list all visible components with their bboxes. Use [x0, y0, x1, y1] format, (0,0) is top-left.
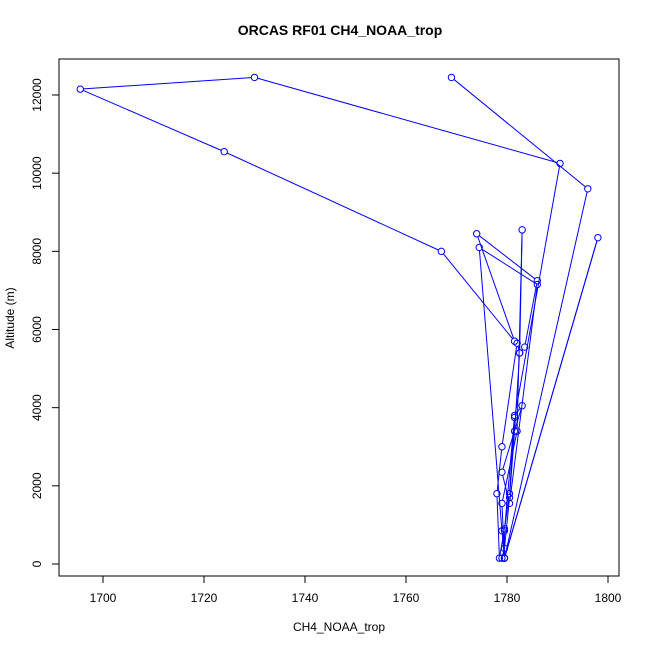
- y-tick-label: 0: [30, 560, 44, 567]
- data-point: [556, 159, 564, 168]
- data-point: [498, 527, 506, 535]
- data-point: [500, 527, 509, 535]
- series-segment: [501, 346, 518, 444]
- series-segment: [516, 407, 521, 414]
- series-segment: [453, 79, 586, 188]
- data-point: [510, 411, 519, 420]
- series-segment: [502, 434, 517, 501]
- series-segment: [509, 287, 538, 501]
- series-segment: [478, 235, 536, 280]
- data-point: [505, 493, 514, 502]
- y-tick-label: 8000: [30, 238, 44, 265]
- data-point: [518, 226, 526, 234]
- y-tick-label: 12000: [30, 78, 44, 112]
- x-tick-label: 1800: [595, 591, 622, 605]
- series-segment: [516, 233, 523, 428]
- series-segment: [83, 77, 252, 90]
- x-axis-label: CH4_NOAA_trop: [293, 620, 385, 634]
- data-point: [495, 554, 504, 562]
- series-segment: [496, 496, 500, 555]
- data-point: [447, 73, 456, 82]
- data-point: [594, 233, 602, 242]
- data-point: [533, 280, 541, 289]
- y-axis: 0 2000 4000 6000 8000 10000 12000: [30, 78, 60, 567]
- data-point: [500, 544, 509, 553]
- plot-area-border: [58, 58, 620, 577]
- y-axis-label: Altitude (m): [3, 287, 17, 348]
- data-point: [584, 185, 592, 193]
- data-point: [475, 243, 483, 252]
- y-tick-label: 2000: [30, 472, 44, 499]
- series-segment: [504, 191, 588, 556]
- series-segment: [514, 166, 560, 415]
- data-point: [513, 339, 521, 347]
- x-tick-label: 1740: [292, 591, 319, 605]
- series-segment: [524, 283, 538, 345]
- data-point: [250, 73, 259, 82]
- data-point: [473, 230, 481, 238]
- x-tick-label: 1720: [191, 591, 218, 605]
- series-segment: [502, 408, 522, 470]
- data-point: [510, 413, 519, 422]
- series-segment: [478, 250, 503, 528]
- x-axis: 1700 1720 1740 1760 1780 1800: [90, 575, 622, 605]
- series-segment: [481, 248, 535, 284]
- y-tick-label: 6000: [30, 316, 44, 343]
- series-segment: [83, 89, 222, 151]
- y-tick-label: 10000: [30, 156, 44, 190]
- data-point: [498, 468, 506, 476]
- data-point: [513, 427, 521, 435]
- series-segment: [477, 236, 514, 339]
- data-point: [520, 343, 529, 351]
- data-point: [500, 554, 509, 562]
- x-tick-label: 1760: [393, 591, 420, 605]
- data-point: [220, 147, 228, 156]
- series-segment: [501, 506, 505, 555]
- chart-title: ORCAS RF01 CH4_NOAA_trop: [238, 22, 443, 38]
- data-point: [510, 427, 519, 435]
- data-point: [515, 349, 524, 357]
- data-point: [498, 443, 506, 451]
- series-segment: [226, 152, 439, 251]
- data-point: [493, 489, 501, 498]
- series-segment: [504, 240, 598, 556]
- series-group: [76, 73, 602, 562]
- data-point: [505, 489, 514, 498]
- data-point: [505, 499, 514, 508]
- data-point: [533, 276, 541, 285]
- data-point: [76, 85, 84, 93]
- y-tick-label: 4000: [30, 394, 44, 421]
- x-tick-label: 1700: [90, 591, 117, 605]
- data-point: [498, 554, 506, 562]
- x-tick-label: 1780: [494, 591, 521, 605]
- data-point: [498, 499, 506, 508]
- series-segment: [442, 253, 513, 340]
- data-point: [437, 247, 446, 256]
- series-segment: [504, 500, 510, 546]
- series-segment: [257, 77, 558, 164]
- data-point: [518, 402, 526, 410]
